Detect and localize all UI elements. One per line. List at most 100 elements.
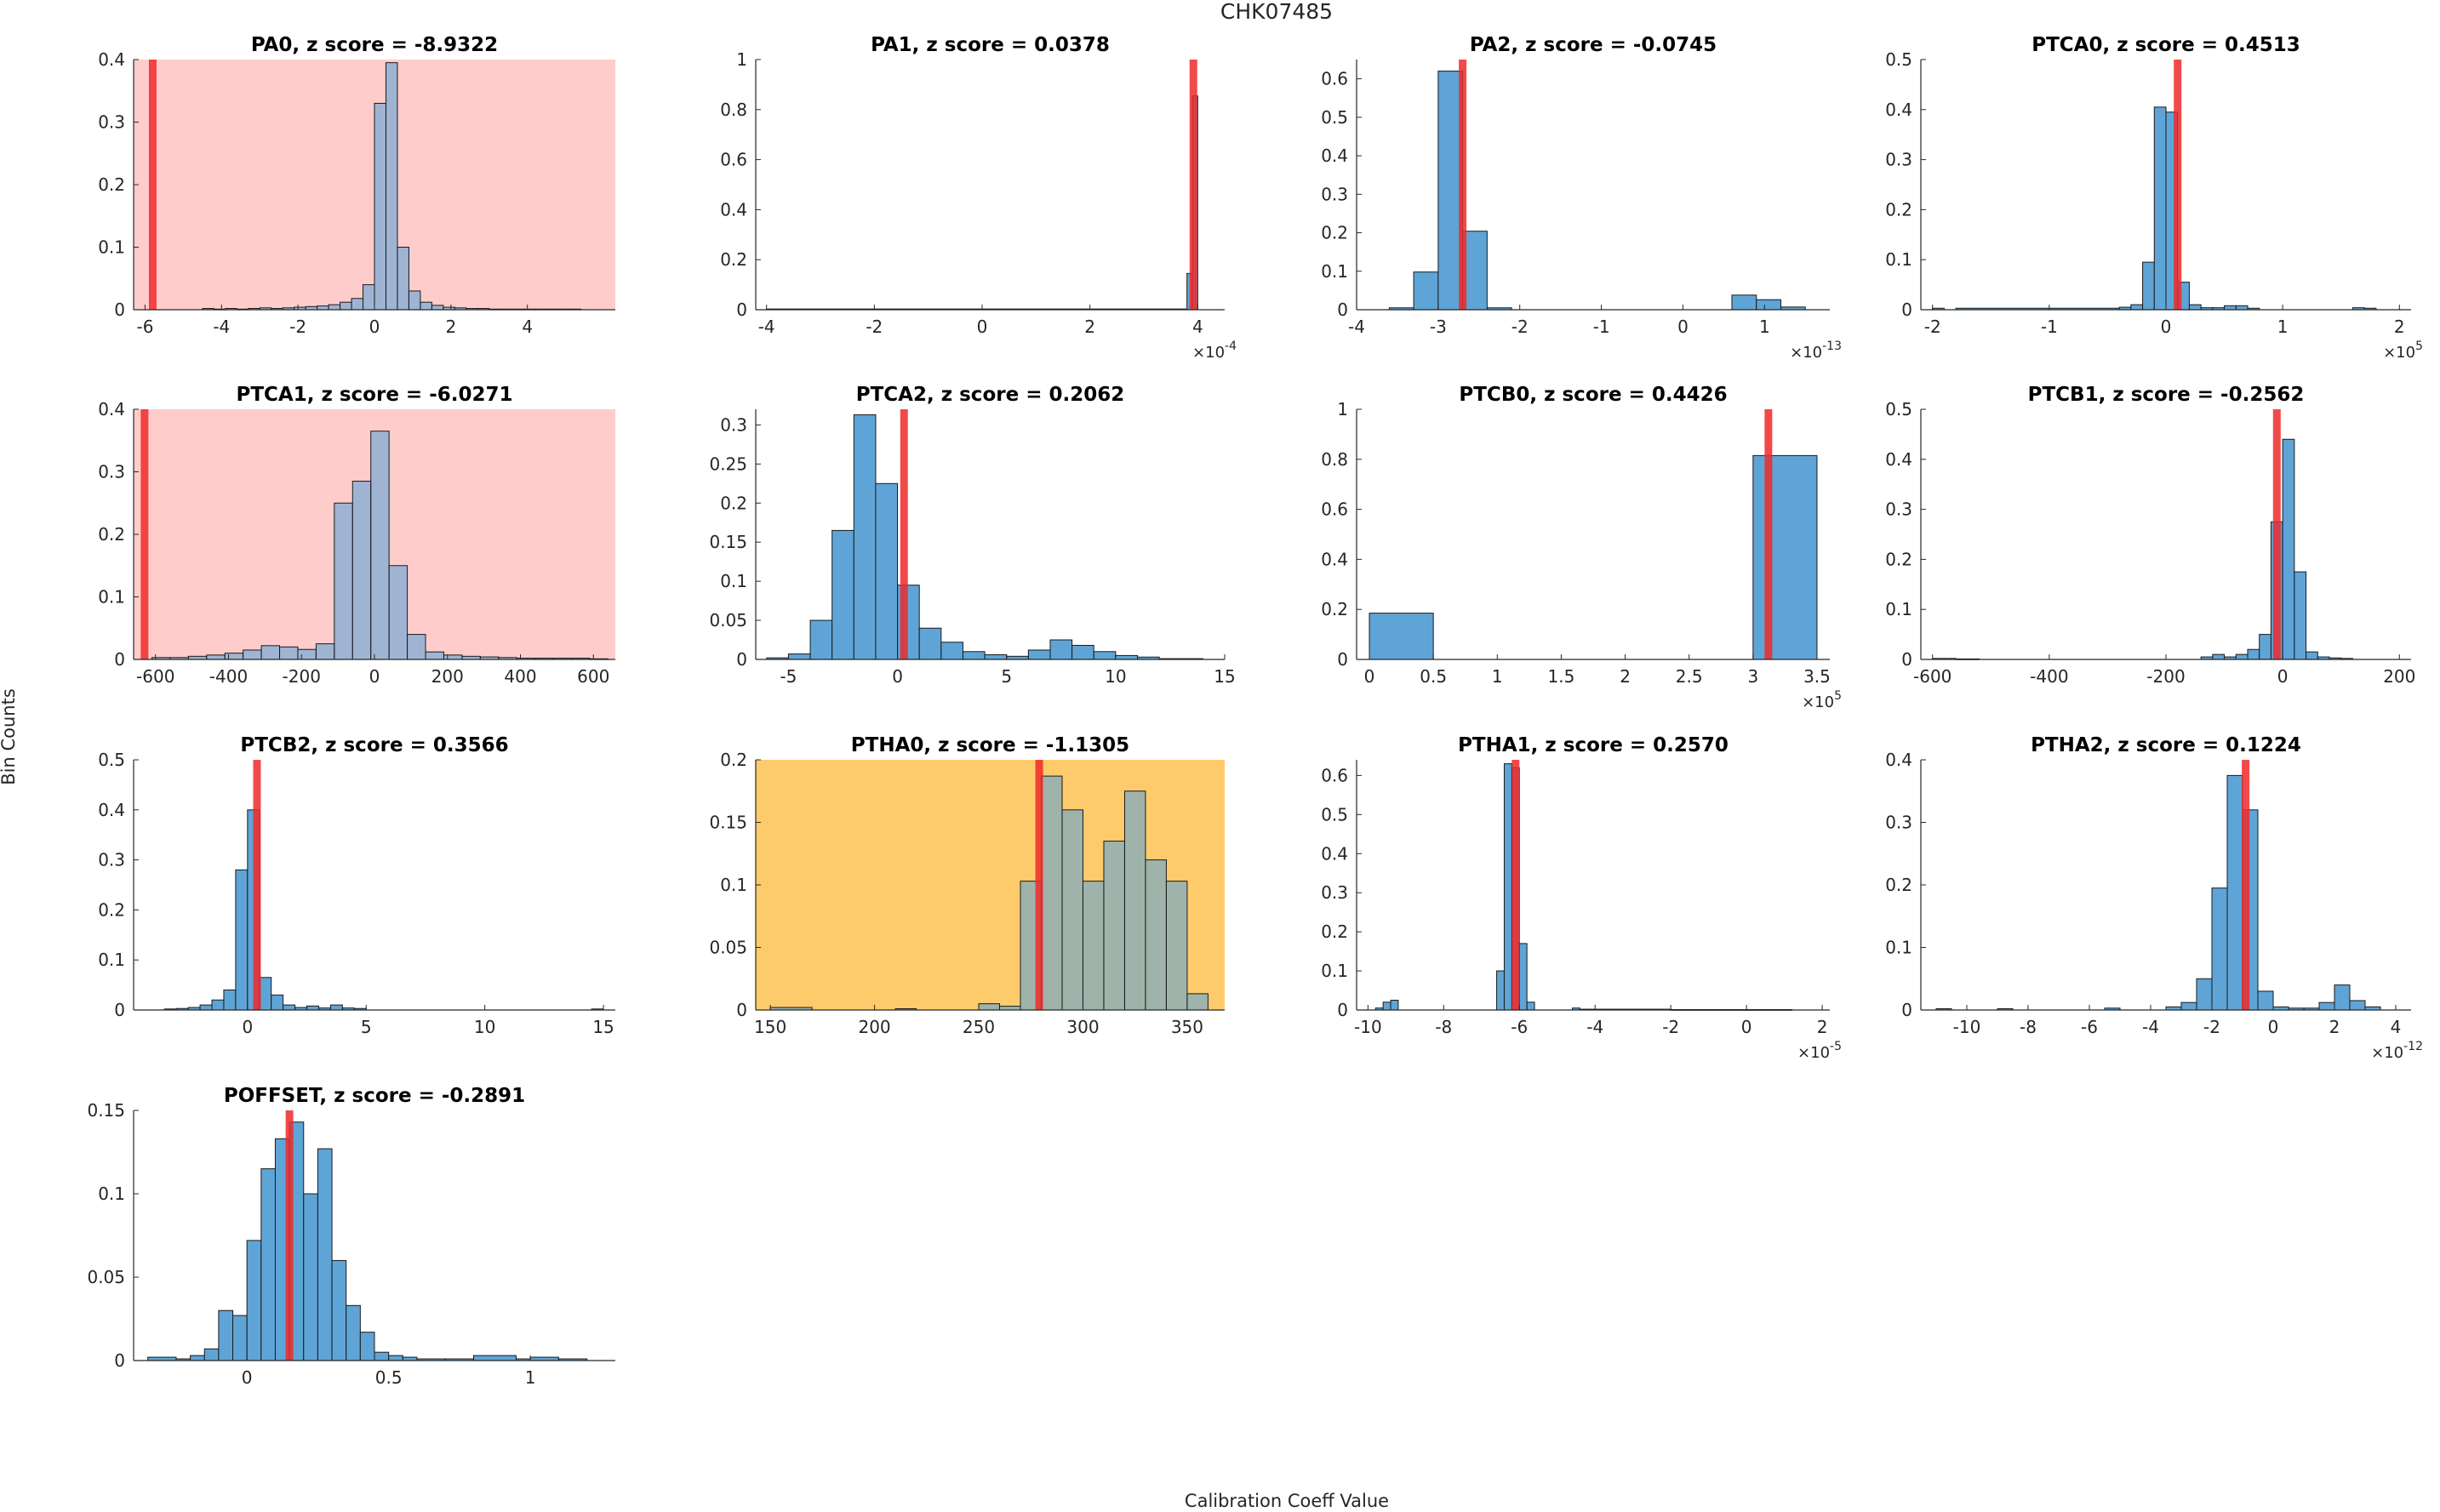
x-tick-label: -4 [1348,317,1365,337]
histogram-bar [2130,304,2144,311]
histogram-panel: 0 0.1 0.2 0.3 0.4 0.5 0 5 10 15 PTCB2, z score = 0… [98,734,615,1037]
histogram-bar [199,1004,213,1011]
histogram-bar [2235,653,2249,660]
x-tick-label: -2 [1511,317,1529,337]
y-tick-label: 0 [114,300,125,320]
y-tick-label: 0.1 [98,237,125,258]
x-tick-label: 10 [1105,666,1126,687]
x-tick-label: -4 [758,317,775,337]
histogram-bar [374,1351,390,1361]
histogram-panel: 0 0.1 0.2 0.3 0.4 -600 -400 -200 0 200 400 600 PTCA1… [98,384,615,687]
histogram-bar [1186,993,1209,1011]
y-tick-label: 0.3 [1321,184,1348,204]
y-tick-label: 0.15 [709,532,747,552]
x-axis-exponent: ×105 [1802,689,1842,711]
x-tick-label: 0 [977,317,988,337]
histogram-bar [334,502,353,660]
histogram-panel: 0 0.05 0.1 0.15 0.2 0.25 0.3 -5 0 5 10 15 PTCA2, z s… [709,384,1235,687]
panel-title: PTCB1, z score = -0.2562 [2028,384,2305,406]
x-tick-label: -200 [2146,666,2185,687]
histogram-bar [351,298,364,311]
x-axis-exponent: ×10-13 [1790,339,1842,362]
x-tick-label: 4 [522,317,533,337]
x-tick-label: 300 [1066,1017,1099,1037]
histogram-bar [425,651,444,660]
x-tick-label: 5 [361,1017,372,1037]
y-tick-label: 0 [736,649,747,670]
x-tick-label: 1 [525,1367,536,1388]
histogram-bar [283,1004,296,1011]
histogram-bar [1093,651,1117,660]
histogram-bar [1518,943,1528,1011]
y-tick-label: 0.4 [1321,549,1348,569]
y-tick-label: 0.05 [709,938,747,958]
histogram-bar [443,654,463,660]
histogram-panel: 0 0.1 0.2 0.3 0.4 0.5 0.6 -10 -8 -6 -4 -2 0 2 ×10-5 PTH… [1321,734,1842,1062]
x-tick-label: 1 [1492,666,1503,687]
histogram-bar [999,1006,1021,1011]
y-tick-label: 0.8 [720,100,747,120]
histogram-bar [246,1240,262,1361]
x-axis-exponent: ×105 [2383,339,2423,362]
y-tick-label: 0.3 [98,850,125,870]
histogram-bar [306,1005,319,1011]
histogram-bar [1526,1001,1535,1011]
y-tick-label: 0.2 [1885,199,1912,220]
histogram-bar [271,994,284,1011]
y-tick-label: 0.5 [1885,399,1912,419]
y-tick-label: 0.2 [720,493,747,513]
histogram-bar [206,654,226,660]
panel-title: PTHA1, z score = 0.2570 [1458,734,1729,756]
x-tick-label: 200 [858,1017,890,1037]
histogram-bar [1369,613,1434,660]
x-tick-label: -1 [2041,317,2058,337]
x-tick-label: -6 [2081,1017,2098,1037]
x-tick-label: -400 [209,666,248,687]
x-tick-label: 0 [1364,666,1375,687]
y-tick-label: 0.1 [1321,961,1348,981]
x-tick-label: 3.5 [1803,666,1831,687]
y-tick-label: 0.1 [98,587,125,608]
histogram-bar [940,642,963,660]
histogram-bar [831,529,854,660]
histogram-bar [2282,438,2295,660]
x-tick-label: -3 [1430,317,1447,337]
histogram-bar [351,481,372,660]
histogram-bar [235,869,249,1011]
y-tick-label: 0.3 [1885,813,1912,833]
x-tick-label: 250 [963,1017,995,1037]
x-tick-label: 1 [2277,317,2289,337]
y-tick-label: 0.1 [1321,261,1348,282]
x-axis-exponent: ×10-12 [2371,1040,2423,1062]
histogram-bar [328,304,341,311]
x-tick-label: 2 [1817,1017,1828,1037]
histogram-bar [2196,978,2213,1011]
x-tick-label: 5 [1001,666,1012,687]
histogram-bar [2180,1001,2197,1011]
histogram-bar [2247,648,2260,660]
x-tick-label: 2 [2329,1017,2340,1037]
histogram-bar [1382,1001,1391,1011]
x-tick-label: 0 [242,1367,253,1388]
y-tick-label: 0 [1337,300,1348,320]
y-tick-label: 0.2 [1321,223,1348,243]
histogram-bar [1071,644,1094,660]
x-tick-label: 4 [1192,317,1203,337]
y-tick-label: 0.2 [98,174,125,195]
histogram-bar [315,643,335,660]
histogram-bar [809,619,833,660]
y-axis-label: Bin Counts [0,688,19,785]
y-tick-label: 0.4 [720,199,747,220]
histogram-bar [1437,71,1464,311]
histogram-bar [1027,649,1051,660]
x-tick-label: -6 [1511,1017,1528,1037]
histogram-bar [218,1309,234,1361]
histogram-bar [1049,639,1073,660]
y-tick-label: 0.4 [98,399,125,419]
y-tick-label: 0.4 [1321,843,1348,864]
y-tick-label: 0.2 [720,249,747,270]
histogram-panel: 0 0.1 0.2 0.3 0.4 0.5 0.6 -4 -3 -2 -1 0 1 ×10-13 PA2, … [1321,34,1842,362]
histogram-panel: 0 0.05 0.1 0.15 0.2 150 200 250 300 350 PTHA0, z s… [709,734,1225,1037]
histogram-bar [363,284,375,311]
x-tick-label: -4 [1586,1017,1603,1037]
